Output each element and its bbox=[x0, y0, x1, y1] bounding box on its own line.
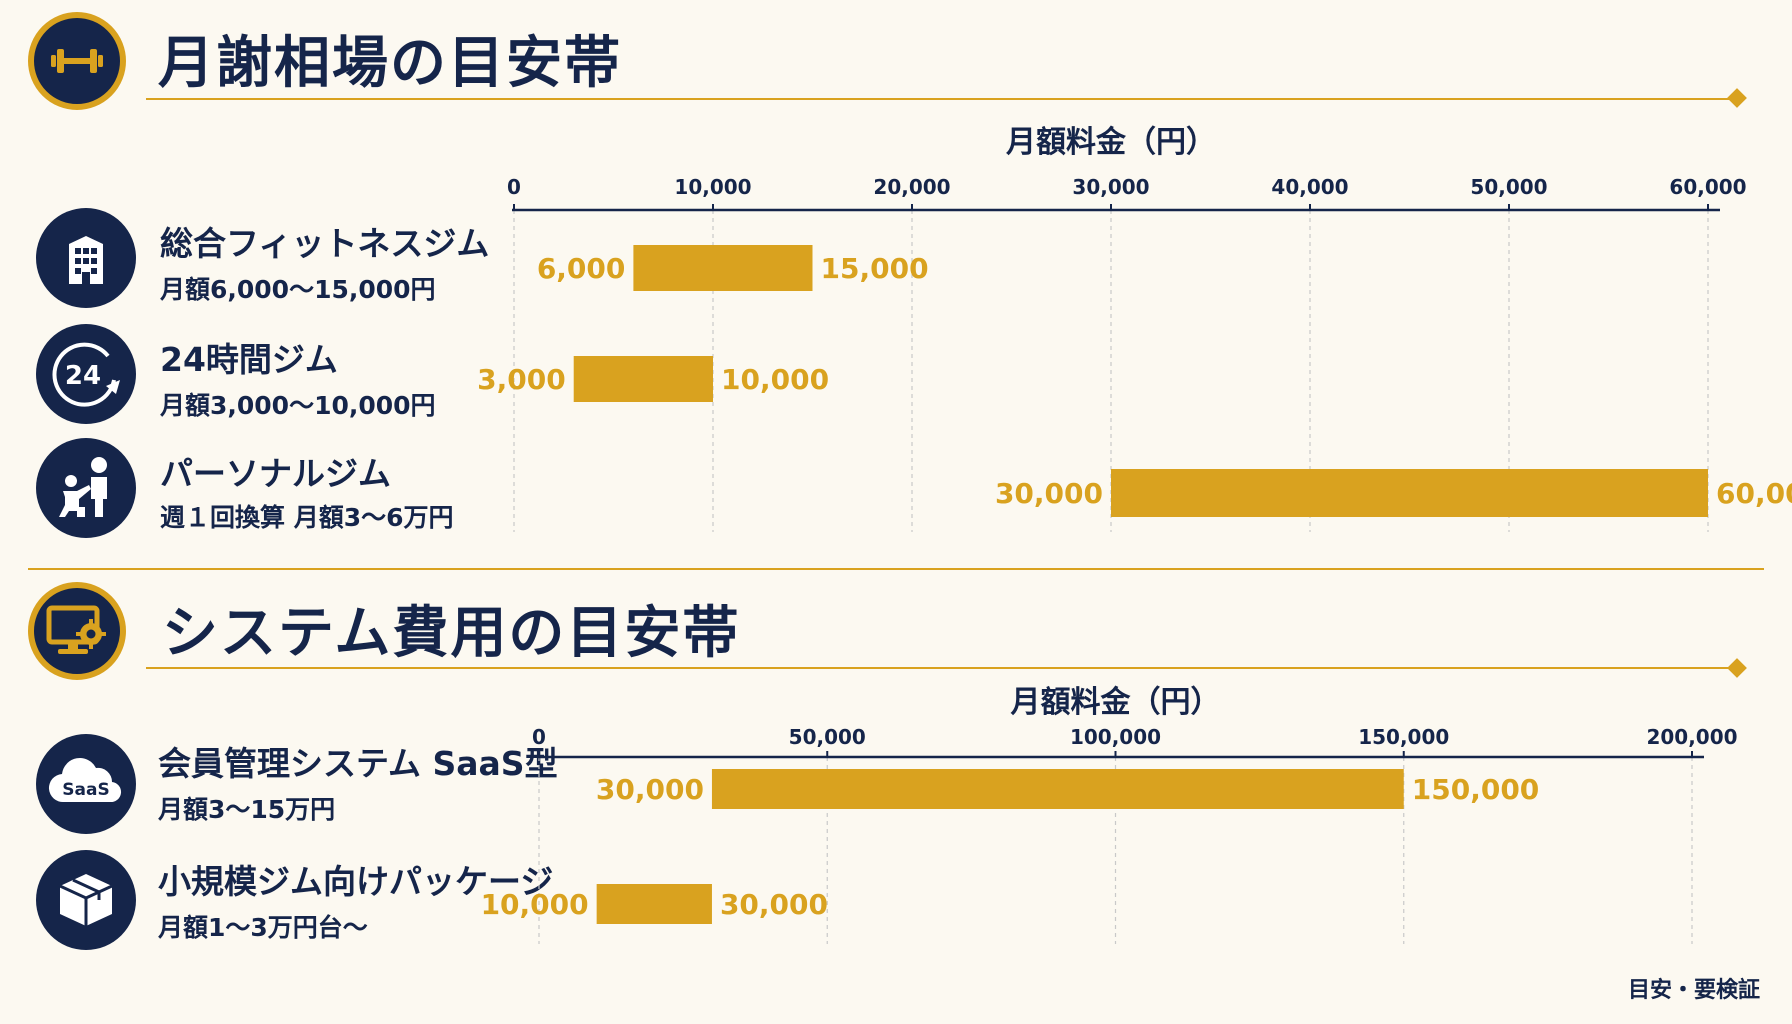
section-title-system: システム費用の目安帯 bbox=[162, 601, 741, 666]
trainer-icon bbox=[36, 438, 136, 538]
tick-label: 200,000 bbox=[1646, 725, 1737, 749]
tick-label: 100,000 bbox=[1070, 725, 1161, 749]
tick-label: 20,000 bbox=[873, 175, 950, 199]
row-sub-24h-gym: 月額3,000〜10,000円 bbox=[160, 391, 436, 420]
section-title-fees: 月謝相場の目安帯 bbox=[158, 31, 622, 96]
range-min-label: 3,000 bbox=[477, 363, 566, 396]
building-icon bbox=[36, 208, 136, 308]
tick-label: 10,000 bbox=[674, 175, 751, 199]
range-bar bbox=[1111, 469, 1708, 517]
range-bar bbox=[573, 356, 713, 402]
tick-label: 40,000 bbox=[1271, 175, 1348, 199]
svg-text:24: 24 bbox=[65, 361, 101, 391]
dumbbell-icon bbox=[28, 12, 126, 110]
range-max-label: 60,000 bbox=[1716, 477, 1792, 510]
monitor-gear-icon bbox=[28, 582, 126, 680]
row-sub-personal-gym: 週１回換算 月額3〜6万円 bbox=[160, 503, 454, 532]
row-name-saas: 会員管理システム SaaS型 bbox=[158, 744, 558, 783]
svg-text:SaaS: SaaS bbox=[62, 780, 109, 800]
axis-title: 月額料金（円） bbox=[1006, 125, 1216, 160]
row-name-personal-gym: パーソナルジム bbox=[160, 454, 391, 493]
footer-note: 目安・要検証 bbox=[1627, 978, 1760, 1003]
row-sub-general-gym: 月額6,000〜15,000円 bbox=[160, 275, 436, 304]
cloud-saas-icon: SaaS bbox=[36, 734, 136, 834]
range-min-label: 30,000 bbox=[596, 773, 704, 806]
row-sub-saas: 月額3〜15万円 bbox=[158, 795, 336, 824]
axis-title: 月額料金（円） bbox=[1011, 685, 1221, 720]
package-box-icon bbox=[36, 850, 136, 950]
range-min-label: 10,000 bbox=[481, 888, 589, 921]
range-bar bbox=[596, 884, 712, 924]
tick-label: 50,000 bbox=[789, 725, 866, 749]
section-rule bbox=[146, 667, 1740, 669]
range-max-label: 30,000 bbox=[720, 888, 828, 921]
range-min-label: 6,000 bbox=[537, 252, 626, 285]
range-min-label: 30,000 bbox=[995, 477, 1103, 510]
tick-label: 30,000 bbox=[1072, 175, 1149, 199]
range-bar bbox=[711, 769, 1404, 809]
tick-label: 60,000 bbox=[1669, 175, 1746, 199]
tick-label: 50,000 bbox=[1470, 175, 1547, 199]
range-max-label: 150,000 bbox=[1412, 773, 1540, 806]
section-divider bbox=[28, 568, 1764, 570]
row-sub-package: 月額1〜3万円台〜 bbox=[158, 913, 368, 942]
row-name-24h-gym: 24時間ジム bbox=[160, 340, 338, 379]
tick-label: 0 bbox=[507, 175, 521, 199]
range-bar bbox=[633, 245, 813, 291]
clock-24-icon: 24 bbox=[36, 324, 136, 424]
row-name-package: 小規模ジム向けパッケージ bbox=[158, 862, 554, 901]
tick-label: 0 bbox=[532, 725, 546, 749]
section-rule bbox=[146, 98, 1740, 100]
range-max-label: 15,000 bbox=[821, 252, 929, 285]
tick-label: 150,000 bbox=[1358, 725, 1449, 749]
range-max-label: 10,000 bbox=[721, 363, 829, 396]
row-name-general-gym: 総合フィットネスジム bbox=[160, 224, 490, 263]
